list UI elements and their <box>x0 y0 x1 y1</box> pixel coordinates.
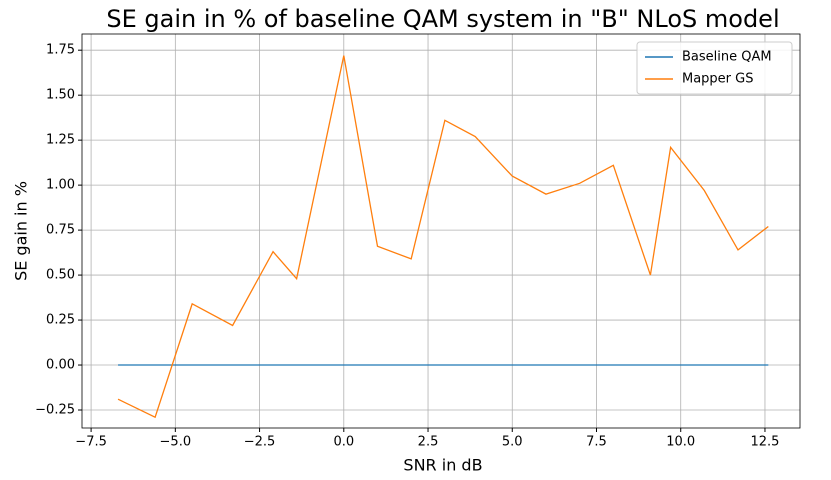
y-tick-label: −0.25 <box>35 403 75 418</box>
y-tick-label: 0.00 <box>46 358 75 373</box>
x-tick-label: 2.5 <box>418 435 439 450</box>
x-tick-label: 10.0 <box>666 435 695 450</box>
legend-box <box>636 41 793 95</box>
y-tick-label: 1.75 <box>46 43 75 58</box>
x-tick-label: −7.5 <box>75 435 107 450</box>
x-tick-label: 12.5 <box>750 435 779 450</box>
legend-label: Mapper GS <box>682 72 754 87</box>
chart-title: SE gain in % of baseline QAM system in "… <box>106 5 779 33</box>
line <box>117 55 769 419</box>
y-tick-label: 1.00 <box>46 178 75 193</box>
y-tick-label: 0.75 <box>46 223 75 238</box>
y-tick-label: 0.25 <box>46 313 75 328</box>
x-tick-label: 0.0 <box>333 435 354 450</box>
y-tick-label: 0.50 <box>46 268 75 283</box>
x-tick-label: −5.0 <box>160 435 192 450</box>
y-axis-label: SE gain in % <box>12 181 31 281</box>
x-axis-label: SNR in dB <box>403 456 482 475</box>
legend: Baseline QAM Mapper GS <box>636 41 793 95</box>
x-tick-label: 5.0 <box>502 435 523 450</box>
x-tick-label: −2.5 <box>244 435 276 450</box>
legend-label: Baseline QAM <box>682 50 772 65</box>
y-tick-label: 1.25 <box>46 133 75 148</box>
plot-frame <box>81 33 801 429</box>
y-tick-label: 1.50 <box>46 88 75 103</box>
x-tick-label: 7.5 <box>586 435 607 450</box>
